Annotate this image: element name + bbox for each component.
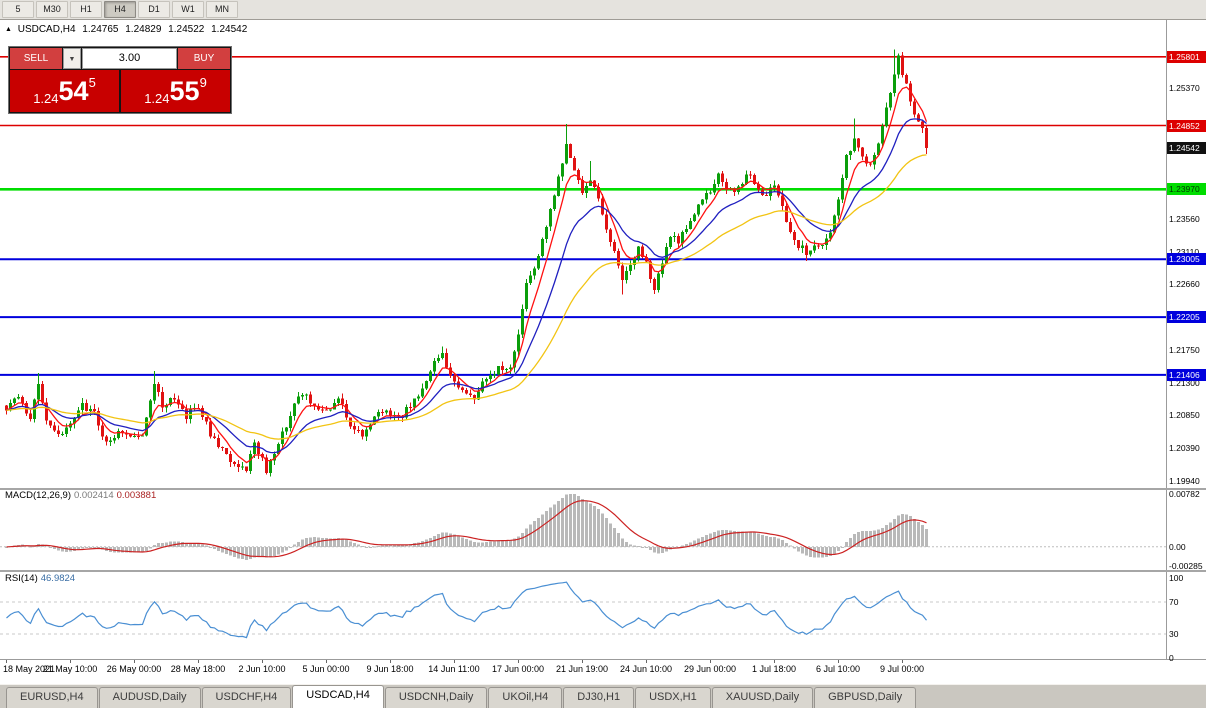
rsi-name: RSI(14) [5, 573, 38, 584]
price-level-badge: 1.24542 [1167, 142, 1206, 154]
rsi-pane-splitter[interactable] [0, 570, 1206, 572]
volume-input[interactable]: 3.00 [82, 48, 177, 69]
rsi-value: 46.9824 [40, 573, 76, 584]
price-level-badge: 1.21406 [1167, 369, 1206, 381]
buy-button[interactable]: BUY [178, 48, 230, 69]
time-axis-label: 28 May 18:00 [170, 664, 226, 674]
time-axis-label: 9 Jul 00:00 [879, 664, 925, 674]
ask-price-display[interactable]: 1.24 55 9 [121, 70, 230, 112]
tab-usdcad-h4[interactable]: USDCAD,H4 [292, 685, 384, 708]
rsi-axis-label: 0 [1169, 653, 1174, 663]
macd-indicator-label: MACD(12,26,9) 0.002414 0.003881 [5, 490, 156, 501]
macd-name: MACD(12,26,9) [5, 490, 71, 501]
price-axis-label: 1.25370 [1169, 83, 1200, 93]
volume-dropdown[interactable]: ▼ [63, 48, 81, 69]
tab-gbpusd-daily[interactable]: GBPUSD,Daily [814, 687, 917, 708]
time-axis-label: 14 Jun 11:00 [428, 664, 480, 674]
chart-symbol-label: USDCAD,H4 [17, 24, 76, 35]
price-axis-label: 1.21300 [1169, 378, 1200, 388]
bid-price-display[interactable]: 1.24 54 5 [10, 70, 119, 112]
time-axis-line [0, 659, 1206, 660]
one-click-collapse-icon[interactable]: ▲ [5, 26, 12, 33]
time-axis-label: 2 Jun 10:00 [238, 664, 286, 674]
price-level-badge: 1.22205 [1167, 311, 1206, 323]
price-axis-label: 1.23560 [1169, 214, 1200, 224]
ask-pip-digit: 9 [199, 75, 207, 90]
one-click-trading-panel: SELL ▼ 3.00 BUY 1.24 54 5 1.24 55 9 [8, 46, 232, 114]
rsi-indicator-label: RSI(14) 46.9824 [5, 573, 75, 584]
chart-tabs-bar: EURUSD,H4 AUDUSD,Daily USDCHF,H4 USDCAD,H4 U… [0, 684, 1206, 708]
price-axis-label: 1.21750 [1169, 345, 1200, 355]
time-axis-label: 24 Jun 10:00 [619, 664, 673, 674]
macd-axis-label: -0.00285 [1169, 561, 1203, 571]
price-axis-label: 1.23110 [1169, 247, 1200, 257]
tab-dj30-h1[interactable]: DJ30,H1 [563, 687, 635, 708]
time-axis-label: 17 Jun 00:00 [491, 664, 545, 674]
tab-usdcnh-daily[interactable]: USDCNH,Daily [384, 687, 488, 708]
time-axis-label: 21 Jun 19:00 [555, 664, 609, 674]
macd-pane-splitter[interactable] [0, 488, 1206, 490]
price-axis-separator [1166, 20, 1167, 659]
chevron-down-icon: ▼ [68, 56, 76, 63]
time-axis-label: 1 Jul 18:00 [751, 664, 797, 674]
tab-usdchf-h4[interactable]: USDCHF,H4 [201, 687, 292, 708]
ohlc-open: 1.24765 [82, 24, 119, 35]
price-axis-label: 1.19940 [1169, 476, 1200, 486]
timeframe-button-5[interactable]: 5 [2, 1, 34, 18]
timeframe-button-w1[interactable]: W1 [172, 1, 204, 18]
tab-audusd-daily[interactable]: AUDUSD,Daily [98, 687, 201, 708]
ohlc-low: 1.24522 [168, 24, 205, 35]
macd-signal-value: 0.003881 [116, 490, 157, 501]
chart-surface[interactable] [0, 19, 1206, 684]
rsi-axis-label: 30 [1169, 629, 1179, 639]
timeframe-button-mn[interactable]: MN [206, 1, 238, 18]
price-axis-label: 1.20850 [1169, 410, 1200, 420]
price-axis-label: 1.20390 [1169, 443, 1200, 453]
ohlc-high: 1.24829 [125, 24, 162, 35]
tab-eurusd-h4[interactable]: EURUSD,H4 [6, 687, 98, 708]
macd-axis-label: 0.00782 [1169, 489, 1200, 499]
price-level-badge: 1.23970 [1167, 183, 1206, 195]
macd-main-value: 0.002414 [74, 490, 114, 501]
bid-pip-digit: 5 [88, 75, 96, 90]
time-axis-label: 6 Jul 10:00 [815, 664, 861, 674]
price-axis-label: 1.22660 [1169, 279, 1200, 289]
time-axis-label: 18 May 2021 [3, 664, 56, 674]
ohlc-close: 1.24542 [211, 24, 248, 35]
time-axis-label: 5 Jun 00:00 [302, 664, 350, 674]
rsi-axis-label: 70 [1169, 597, 1179, 607]
timeframe-button-h4[interactable]: H4 [104, 1, 136, 18]
timeframe-button-h1[interactable]: H1 [70, 1, 102, 18]
ask-big-digits: 55 [169, 76, 200, 106]
ask-prefix: 1.24 [144, 91, 170, 106]
price-level-badge: 1.25801 [1167, 51, 1206, 63]
time-axis-label: 9 Jun 18:00 [366, 664, 414, 674]
timeframe-toolbar: 5 M30 H1 H4 D1 W1 MN [0, 0, 1206, 20]
timeframe-button-d1[interactable]: D1 [138, 1, 170, 18]
time-axis-label: 21 May 10:00 [42, 664, 98, 674]
time-axis-label: 26 May 00:00 [106, 664, 162, 674]
tab-xauusd-daily[interactable]: XAUUSD,Daily [711, 687, 814, 708]
price-level-badge: 1.23005 [1167, 253, 1206, 265]
sell-button[interactable]: SELL [10, 48, 62, 69]
bid-prefix: 1.24 [33, 91, 59, 106]
tab-ukoil-h4[interactable]: UKOil,H4 [488, 687, 563, 708]
macd-axis-label: 0.00 [1169, 542, 1186, 552]
rsi-axis-label: 100 [1169, 573, 1184, 583]
price-level-badge: 1.24852 [1167, 120, 1206, 132]
bid-big-digits: 54 [58, 76, 89, 106]
timeframe-button-m30[interactable]: M30 [36, 1, 68, 18]
time-axis-label: 29 Jun 00:00 [683, 664, 737, 674]
tab-usdx-h1[interactable]: USDX,H1 [635, 687, 711, 708]
chart-ohlc-header: ▲ USDCAD,H4 1.24765 1.24829 1.24522 1.24… [5, 24, 251, 35]
